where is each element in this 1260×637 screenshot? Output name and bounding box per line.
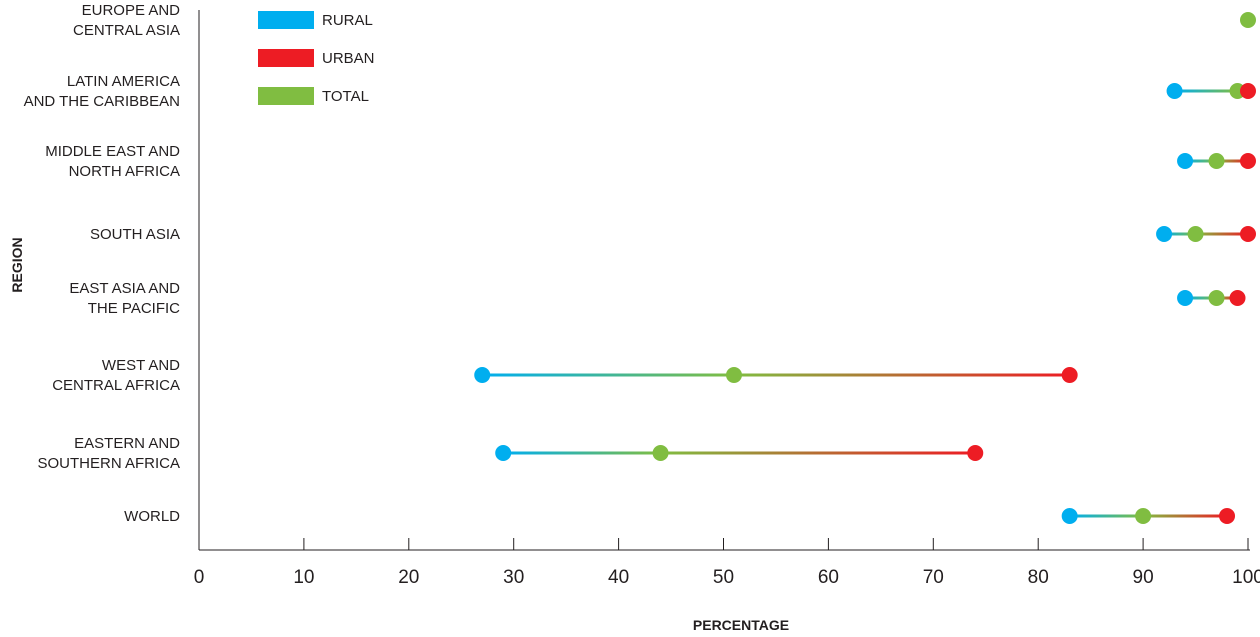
total-dot <box>1208 290 1225 306</box>
rural-dot <box>474 367 491 383</box>
category-label: MIDDLE EAST AND NORTH AFRICA <box>45 143 180 180</box>
x-tick-label: 80 <box>1028 567 1049 588</box>
rural-dot <box>1177 153 1194 169</box>
urban-dot <box>1061 367 1078 383</box>
legend-swatch <box>258 87 314 105</box>
urban-dot <box>1240 226 1256 242</box>
x-ticks: 0 10 20 30 40 50 60 70 80 90 100 <box>194 538 1260 588</box>
total-dot <box>1135 508 1152 524</box>
rural-dot <box>1177 290 1194 306</box>
category-label: SOUTH ASIA <box>90 226 180 243</box>
legend-swatch <box>258 11 314 29</box>
x-tick-label: 10 <box>293 567 314 588</box>
x-axis-title: PERCENTAGE <box>693 617 789 633</box>
rural-dot <box>1061 508 1078 524</box>
category-label: EAST ASIA AND THE PACIFIC <box>69 280 180 317</box>
category-label: LATIN AMERICA AND THE CARIBBEAN <box>24 73 180 110</box>
x-tick-label: 60 <box>818 567 839 588</box>
x-tick-label: 70 <box>923 567 944 588</box>
y-category-labels: EUROPE AND CENTRAL ASIA LATIN AMERICA AND T… <box>24 2 181 525</box>
x-tick-label: 40 <box>608 567 629 588</box>
x-tick-label: 20 <box>398 567 419 588</box>
rural-dot <box>495 445 512 461</box>
urban-dot <box>1240 83 1256 99</box>
x-tick-label: 90 <box>1133 567 1154 588</box>
category-label: WEST AND CENTRAL AFRICA <box>52 357 180 394</box>
legend-swatch <box>258 49 314 67</box>
x-tick-label: 30 <box>503 567 524 588</box>
total-dot <box>1240 12 1256 28</box>
total-dot <box>725 367 742 383</box>
category-label: WORLD <box>124 508 180 525</box>
urban-dot <box>1229 290 1246 306</box>
x-tick-label: 0 <box>194 567 205 588</box>
total-dot <box>1187 226 1204 242</box>
data-rows <box>474 12 1256 524</box>
rural-dot <box>1166 83 1183 99</box>
total-dot <box>652 445 669 461</box>
axes <box>198 10 1250 551</box>
category-label: EASTERN AND SOUTHERN AFRICA <box>37 435 180 472</box>
urban-dot <box>1240 153 1256 169</box>
x-tick-label: 50 <box>713 567 734 588</box>
legend: RURAL URBAN TOTAL <box>258 11 375 105</box>
urban-dot <box>1219 508 1236 524</box>
legend-label: TOTAL <box>322 88 369 105</box>
rural-dot <box>1156 226 1173 242</box>
urban-dot <box>967 445 984 461</box>
y-axis-title: REGION <box>9 237 25 292</box>
legend-label: RURAL <box>322 12 373 29</box>
total-dot <box>1208 153 1225 169</box>
category-label: EUROPE AND CENTRAL ASIA <box>73 2 180 39</box>
legend-label: URBAN <box>322 50 375 67</box>
x-tick-label: 100 <box>1232 567 1260 588</box>
